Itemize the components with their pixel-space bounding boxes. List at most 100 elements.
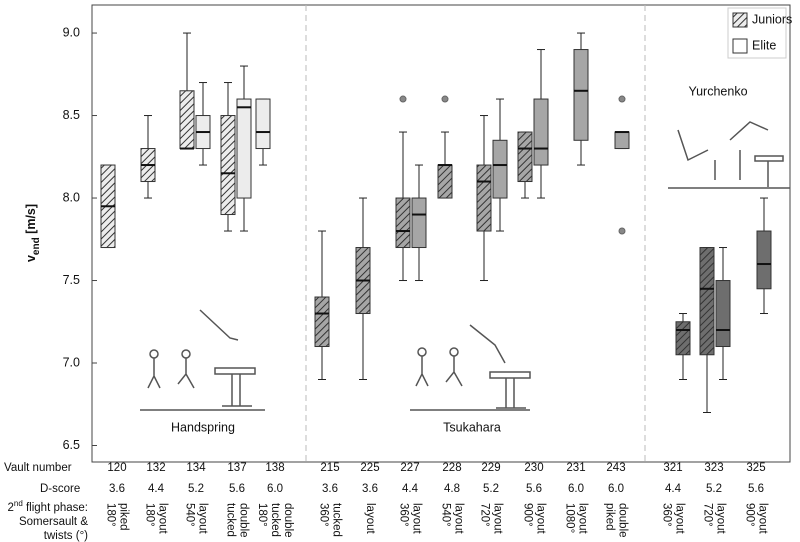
flight-text: layout <box>673 503 685 534</box>
box <box>395 197 411 249</box>
y-label-unit: [m/s] <box>24 204 38 237</box>
vault-number: 132 <box>146 462 165 474</box>
d-score: 3.6 <box>109 483 125 495</box>
d-score: 5.2 <box>706 483 722 495</box>
d-score: 5.2 <box>483 483 499 495</box>
y-tick-label: 9.0 <box>63 25 80 39</box>
group-label: Yurchenko <box>688 84 747 98</box>
flight-text: double <box>616 503 628 538</box>
row-label: Vault number <box>4 462 72 474</box>
flight-text: 900° <box>521 503 533 527</box>
y-label-sub: end <box>31 237 42 255</box>
row-label-part: nd <box>14 499 23 508</box>
flight-text: 540° <box>439 503 451 527</box>
box <box>437 164 453 199</box>
flight-text: 180° <box>256 503 268 527</box>
d-score: 3.6 <box>322 483 338 495</box>
flight-text: 360° <box>397 503 409 527</box>
flight-text: layout <box>491 503 503 534</box>
flight-text: layout <box>364 503 376 534</box>
flight-text: piked <box>603 503 615 531</box>
box <box>675 321 691 356</box>
legend-swatch <box>732 12 748 28</box>
vault-number: 137 <box>227 462 246 474</box>
d-score: 4.4 <box>665 483 682 495</box>
d-score: 5.6 <box>748 483 764 495</box>
outlier <box>618 227 626 235</box>
flight-text: 180° <box>143 503 155 527</box>
box <box>699 247 715 356</box>
box <box>573 49 589 141</box>
legend-label: Juniors <box>752 12 792 26</box>
outlier <box>618 95 626 103</box>
d-score: 3.6 <box>362 483 378 495</box>
outlier <box>441 95 449 103</box>
box <box>492 139 508 199</box>
flight-text: double <box>237 503 249 538</box>
row-label: 2nd flight phase: <box>7 499 88 514</box>
y-tick-label: 7.0 <box>63 355 80 369</box>
flight-text: tucked <box>224 503 236 537</box>
flight-text: 720° <box>701 503 713 527</box>
flight-text: layout <box>756 503 768 534</box>
d-score: 5.6 <box>229 483 245 495</box>
y-tick-label: 7.5 <box>63 273 80 287</box>
flight-text: 720° <box>478 503 490 527</box>
y-tick-label: 6.5 <box>63 438 80 452</box>
box <box>179 90 195 150</box>
box <box>756 230 772 290</box>
flight-text: double <box>282 503 294 538</box>
row-label-part: 2 <box>7 502 13 514</box>
d-score: 5.2 <box>188 483 204 495</box>
flight-text: layout <box>534 503 546 534</box>
vault-number: 134 <box>186 462 206 474</box>
d-score: 4.8 <box>444 483 460 495</box>
vault-number: 231 <box>566 462 585 474</box>
vault-number: 325 <box>746 462 765 474</box>
d-score: 4.4 <box>148 483 165 495</box>
flight-text: 540° <box>183 503 195 527</box>
plot-frame <box>91 4 791 463</box>
vault-number: 321 <box>663 462 682 474</box>
flight-text: tucked <box>330 503 342 537</box>
vault-number: 323 <box>704 462 723 474</box>
flight-text: layout <box>714 503 726 534</box>
vault-number: 215 <box>320 462 339 474</box>
d-score: 4.4 <box>402 483 419 495</box>
row-label: twists (°) <box>44 530 88 542</box>
vault-number: 228 <box>442 462 461 474</box>
box <box>533 98 549 166</box>
vault-number: 120 <box>107 462 126 474</box>
flight-text: layout <box>156 503 168 534</box>
flight-text: 1080° <box>563 503 575 533</box>
row-label-part: flight phase: <box>23 502 88 514</box>
illustration <box>140 121 790 411</box>
flight-text: tucked <box>269 503 281 537</box>
flight-text: 360° <box>660 503 672 527</box>
group-label: Tsukahara <box>443 420 501 434</box>
box <box>314 296 330 348</box>
legend-label: Elite <box>752 38 776 52</box>
outlier <box>399 95 407 103</box>
flight-text: 900° <box>743 503 755 527</box>
box <box>614 131 630 150</box>
box <box>715 280 731 348</box>
flight-text: layout <box>196 503 208 534</box>
flight-text: piked <box>117 503 129 531</box>
box <box>517 131 533 183</box>
y-label-main: v <box>24 255 38 262</box>
row-label: D-score <box>40 483 80 495</box>
box <box>255 98 271 150</box>
flight-text: 360° <box>317 503 329 527</box>
box <box>476 164 492 232</box>
vault-number: 230 <box>524 462 543 474</box>
y-tick-label: 8.0 <box>63 190 80 204</box>
row-label: Somersault & <box>19 516 88 528</box>
vault-number: 225 <box>360 462 379 474</box>
d-score: 6.0 <box>267 483 283 495</box>
box <box>411 197 427 249</box>
flight-text: 180° <box>104 503 116 527</box>
y-tick-label: 8.5 <box>63 108 80 122</box>
vault-number: 229 <box>481 462 500 474</box>
